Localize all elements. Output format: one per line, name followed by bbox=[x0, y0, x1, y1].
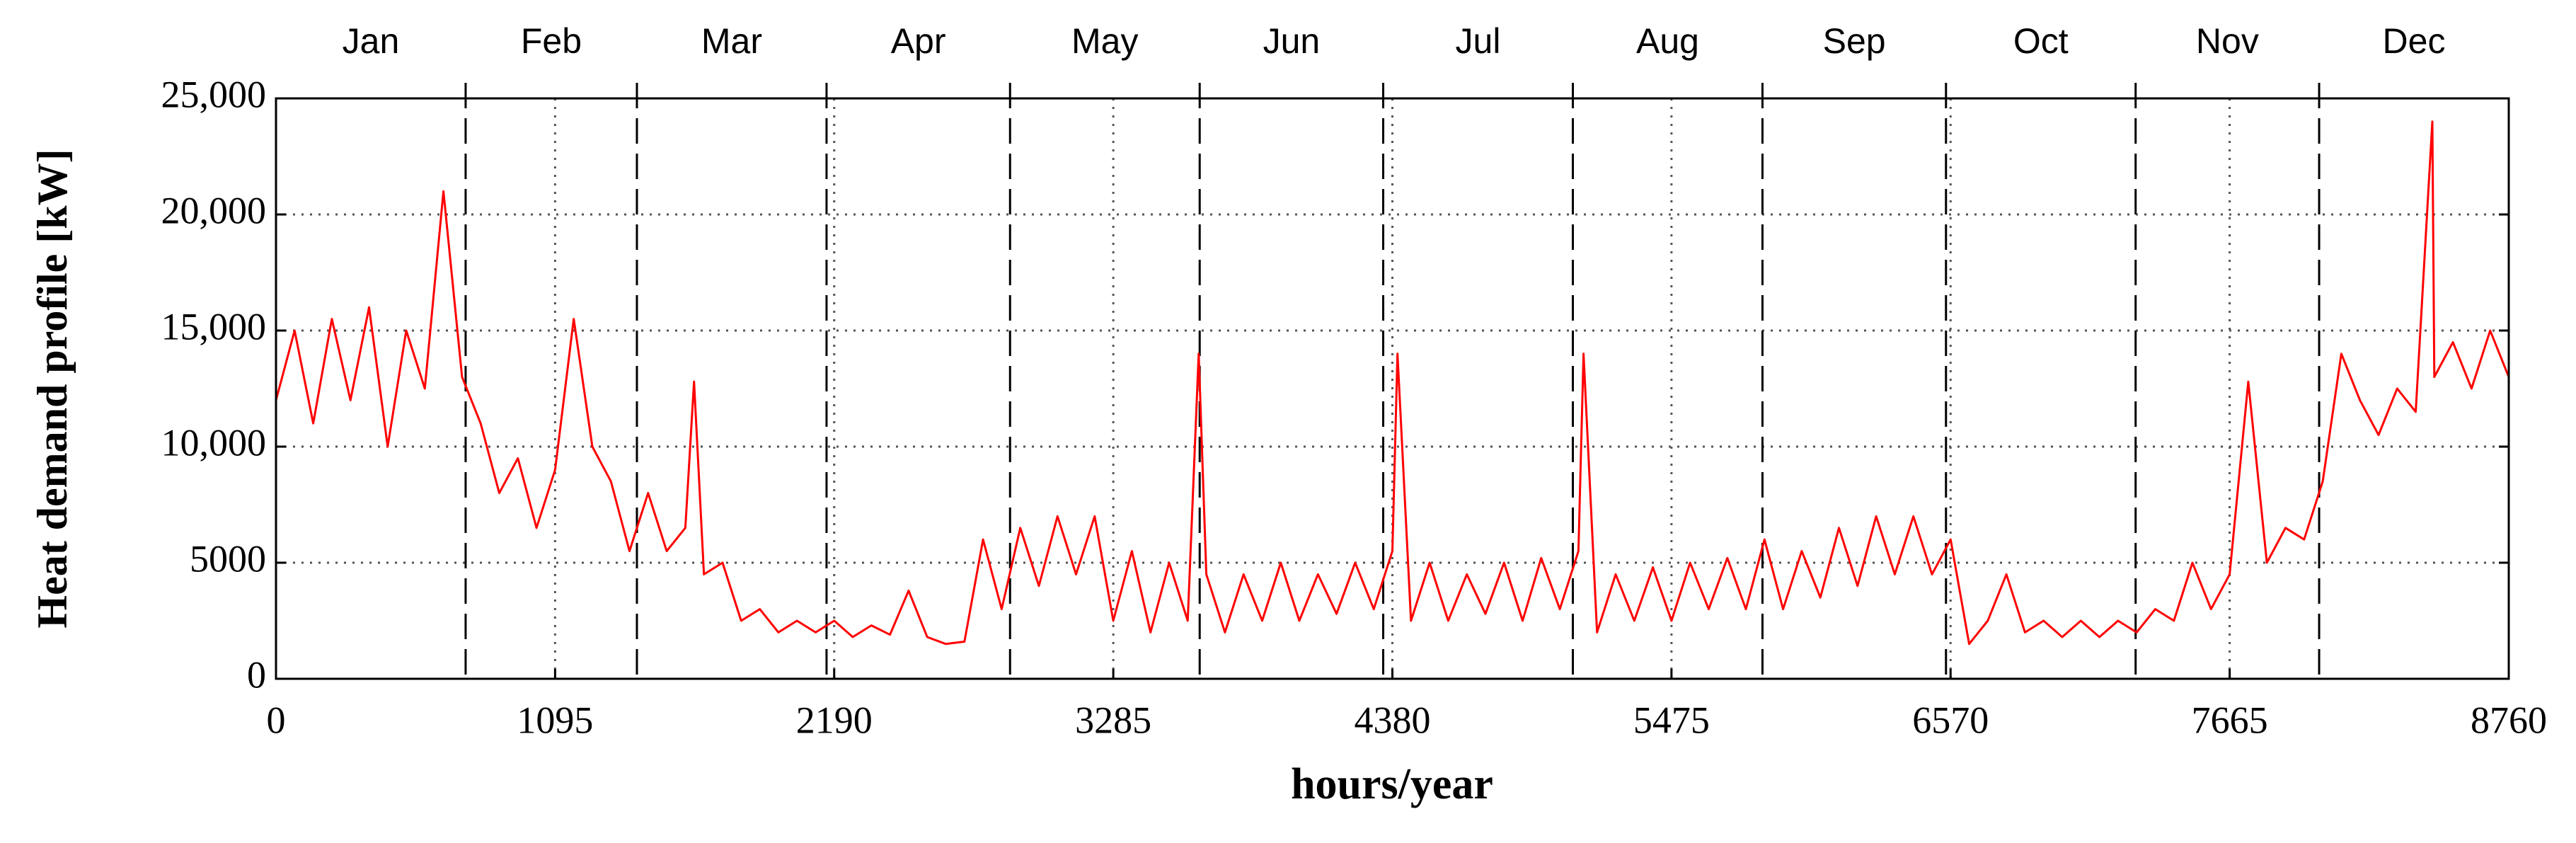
y-tick-label: 10,000 bbox=[161, 421, 267, 464]
y-tick-label: 15,000 bbox=[161, 305, 267, 348]
x-tick-label: 4380 bbox=[1355, 699, 1431, 741]
data-line bbox=[275, 120, 2510, 646]
month-label: Apr bbox=[891, 21, 946, 61]
y-tick-label: 20,000 bbox=[161, 189, 267, 231]
y-tick-label: 25,000 bbox=[161, 73, 267, 115]
x-tick-label: 5475 bbox=[1633, 699, 1710, 741]
month-label: Feb bbox=[521, 21, 582, 61]
x-tick-label: 0 bbox=[267, 699, 286, 741]
x-axis-label: hours/year bbox=[1291, 760, 1493, 808]
month-label: Nov bbox=[2196, 21, 2259, 61]
month-label: Oct bbox=[2013, 21, 2069, 61]
month-label: Jul bbox=[1456, 21, 1501, 61]
x-tick-label: 7665 bbox=[2192, 699, 2268, 741]
month-label: May bbox=[1071, 21, 1138, 61]
x-tick-label: 6570 bbox=[1912, 699, 1989, 741]
month-label: Dec bbox=[2383, 21, 2446, 61]
month-label: Aug bbox=[1636, 21, 1699, 61]
y-tick-label: 5000 bbox=[190, 537, 266, 580]
x-tick-label: 1095 bbox=[517, 699, 593, 741]
month-label: Jun bbox=[1263, 21, 1321, 61]
month-label: Jan bbox=[343, 21, 400, 61]
y-tick-label: 0 bbox=[247, 653, 266, 696]
x-tick-label: 2190 bbox=[796, 699, 873, 741]
x-tick-label: 3285 bbox=[1075, 699, 1151, 741]
x-tick-label: 8760 bbox=[2471, 699, 2547, 741]
plot-frame bbox=[275, 97, 2510, 680]
month-label: Sep bbox=[1823, 21, 1886, 61]
y-axis-label: Heat demand profile [kW] bbox=[29, 149, 76, 628]
month-label: Mar bbox=[701, 21, 762, 61]
